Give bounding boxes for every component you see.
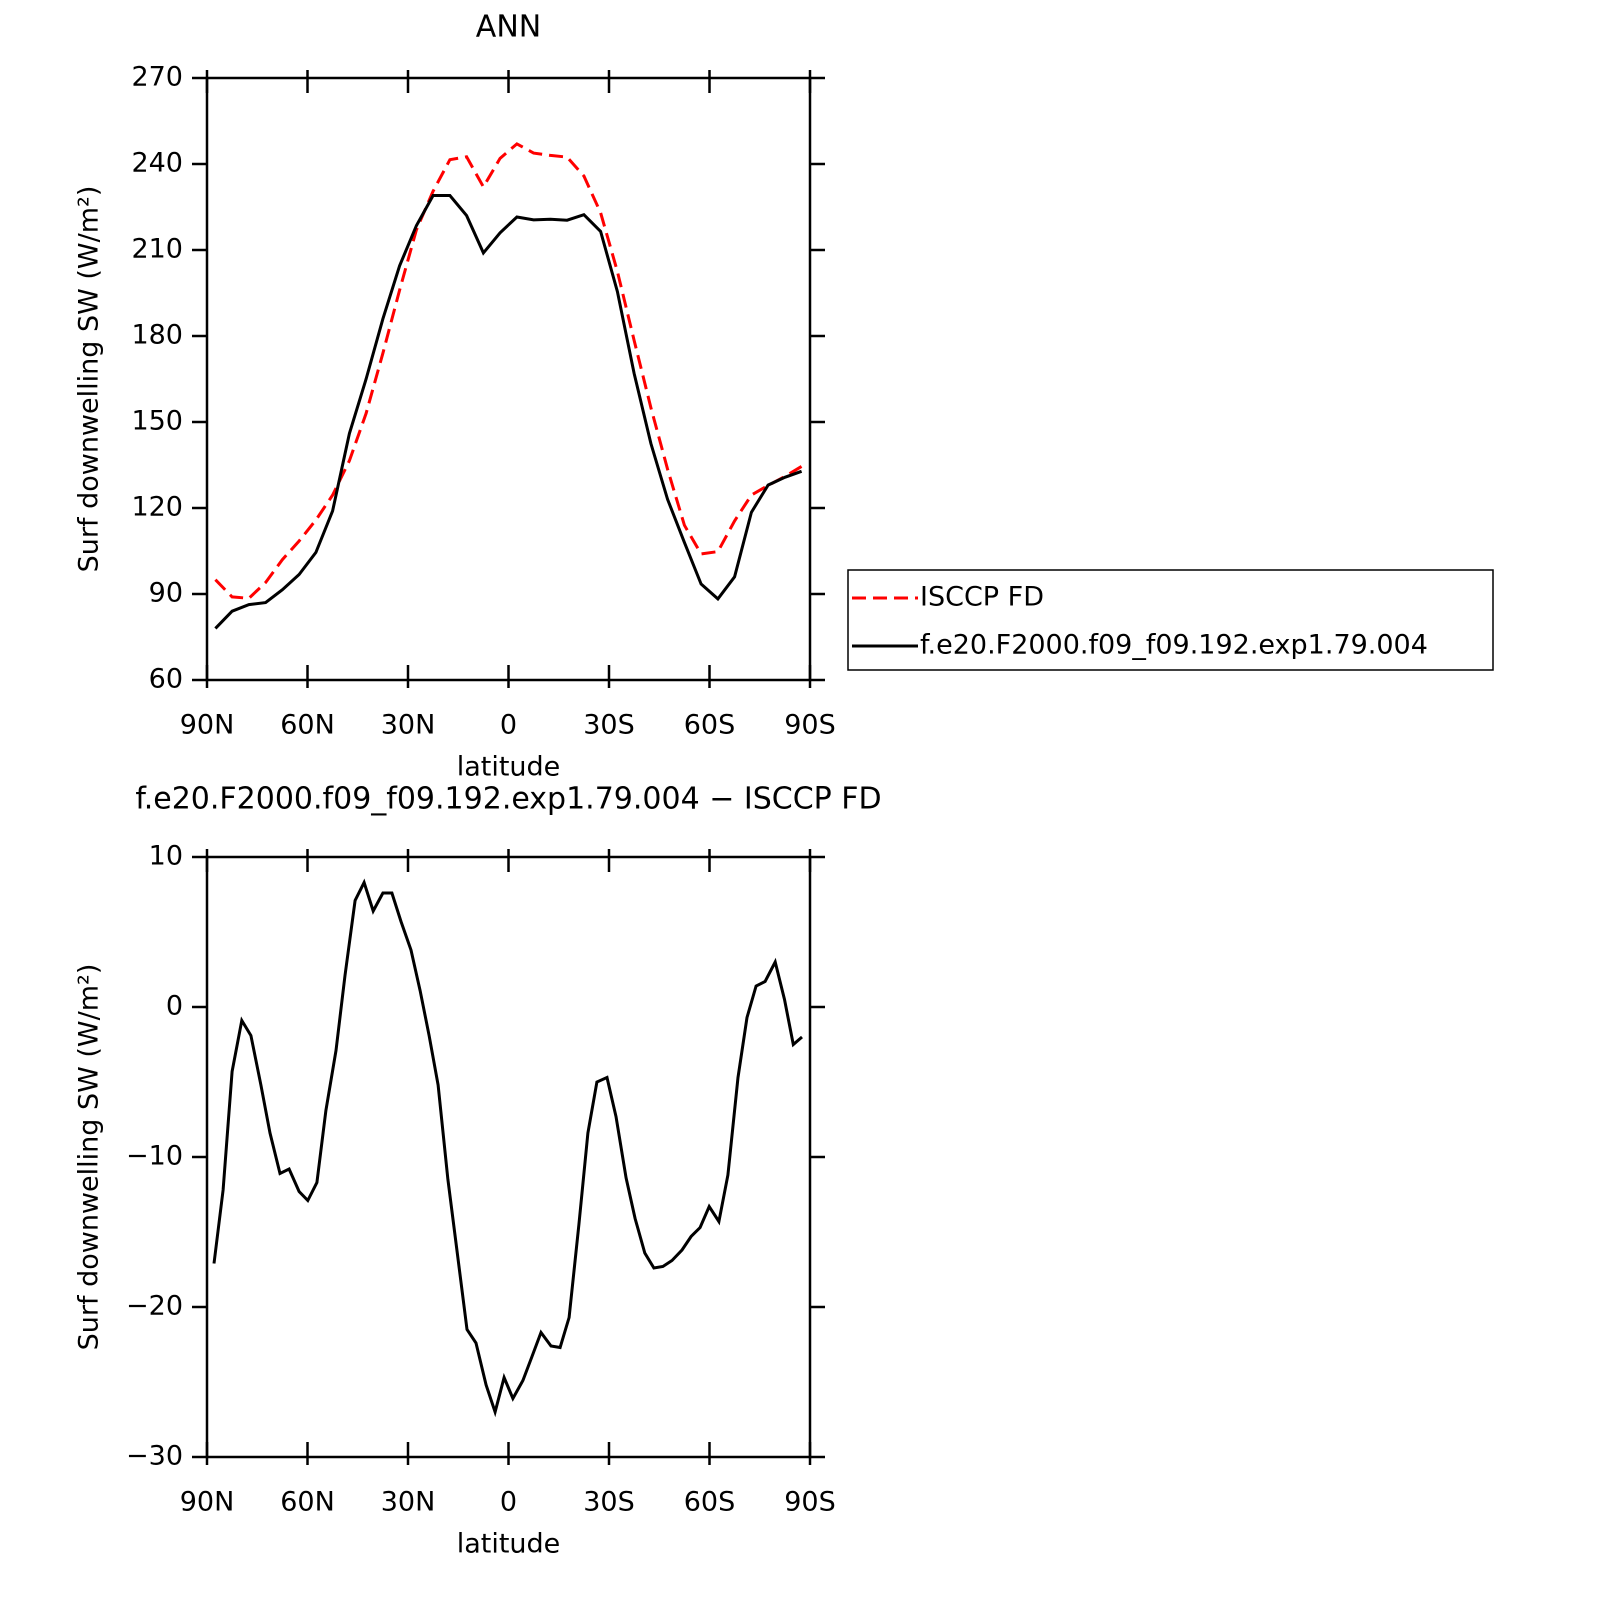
y-tick-label: 60: [149, 664, 183, 695]
y-tick-label: 240: [131, 148, 183, 179]
y-tick-label: −30: [126, 1441, 183, 1472]
legend-label: ISCCP FD: [920, 582, 1044, 613]
y-tick-label: 90: [149, 578, 183, 609]
x-tick-label: 0: [500, 710, 517, 741]
x-tick-label: 90N: [180, 710, 235, 741]
y-tick-label: 10: [149, 841, 183, 872]
y-tick-label: 150: [131, 406, 183, 437]
y-tick-label: 180: [131, 320, 183, 351]
chart-title: f.e20.F2000.f09_f09.192.exp1.79.004 − IS…: [135, 782, 881, 817]
x-tick-label: 60N: [280, 1487, 335, 1518]
series-line: [214, 142, 803, 600]
chart-title: ANN: [476, 10, 541, 45]
legend-label: f.e20.F2000.f09_f09.192.exp1.79.004: [920, 630, 1428, 661]
x-axis-label: latitude: [457, 1529, 561, 1560]
x-tick-label: 0: [500, 1487, 517, 1518]
data-line: [212, 878, 803, 1418]
series-line: [214, 194, 803, 630]
y-axis-label: Surf downwelling SW (W/m²): [74, 964, 105, 1351]
y-tick-label: −10: [126, 1141, 183, 1172]
y-tick-label: 210: [131, 234, 183, 265]
x-tick-label: 30N: [381, 1487, 436, 1518]
plot-frame: [205, 855, 812, 1459]
x-tick-label: 60S: [684, 710, 736, 741]
x-tick-label: 60S: [684, 1487, 736, 1518]
y-tick-label: 0: [166, 991, 183, 1022]
legend-box: [847, 569, 1494, 671]
y-tick-label: −20: [126, 1291, 183, 1322]
plot-frame: [205, 76, 812, 682]
x-tick-label: 30S: [583, 1487, 635, 1518]
x-tick-label: 30S: [583, 710, 635, 741]
x-tick-label: 90N: [180, 1487, 235, 1518]
x-tick-label: 90S: [784, 710, 836, 741]
x-tick-label: 30N: [381, 710, 436, 741]
x-axis-label: latitude: [457, 752, 561, 783]
y-tick-label: 270: [131, 62, 183, 93]
y-axis-label: Surf downwelling SW (W/m²): [74, 186, 105, 573]
y-tick-label: 120: [131, 492, 183, 523]
x-tick-label: 60N: [280, 710, 335, 741]
x-tick-label: 90S: [784, 1487, 836, 1518]
